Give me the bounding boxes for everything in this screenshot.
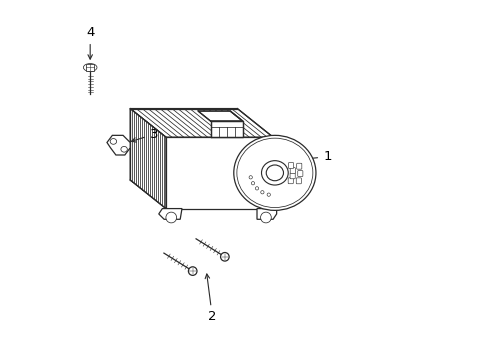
Ellipse shape <box>261 161 287 185</box>
Polygon shape <box>198 111 242 121</box>
FancyBboxPatch shape <box>296 178 301 184</box>
Polygon shape <box>210 121 242 137</box>
Text: 4: 4 <box>86 26 94 59</box>
Bar <box>86 64 94 71</box>
Text: 1: 1 <box>275 150 331 163</box>
Ellipse shape <box>188 267 197 275</box>
Ellipse shape <box>265 165 283 181</box>
Ellipse shape <box>83 64 97 71</box>
Polygon shape <box>159 208 182 219</box>
Ellipse shape <box>233 135 315 210</box>
FancyBboxPatch shape <box>289 168 295 174</box>
Circle shape <box>251 181 254 185</box>
Polygon shape <box>107 135 130 155</box>
Polygon shape <box>130 109 165 208</box>
Ellipse shape <box>220 252 229 261</box>
FancyBboxPatch shape <box>288 163 293 168</box>
Circle shape <box>260 191 264 194</box>
FancyBboxPatch shape <box>289 173 295 179</box>
Polygon shape <box>130 109 272 137</box>
Circle shape <box>260 212 271 223</box>
Text: 3: 3 <box>131 128 158 142</box>
Circle shape <box>255 187 258 190</box>
Circle shape <box>248 176 252 179</box>
FancyBboxPatch shape <box>296 163 301 169</box>
Circle shape <box>266 193 270 196</box>
FancyBboxPatch shape <box>297 171 302 176</box>
Text: 2: 2 <box>205 274 216 323</box>
Ellipse shape <box>110 139 116 144</box>
FancyBboxPatch shape <box>287 178 293 184</box>
Polygon shape <box>257 208 276 219</box>
Ellipse shape <box>121 147 127 152</box>
Circle shape <box>165 212 176 223</box>
